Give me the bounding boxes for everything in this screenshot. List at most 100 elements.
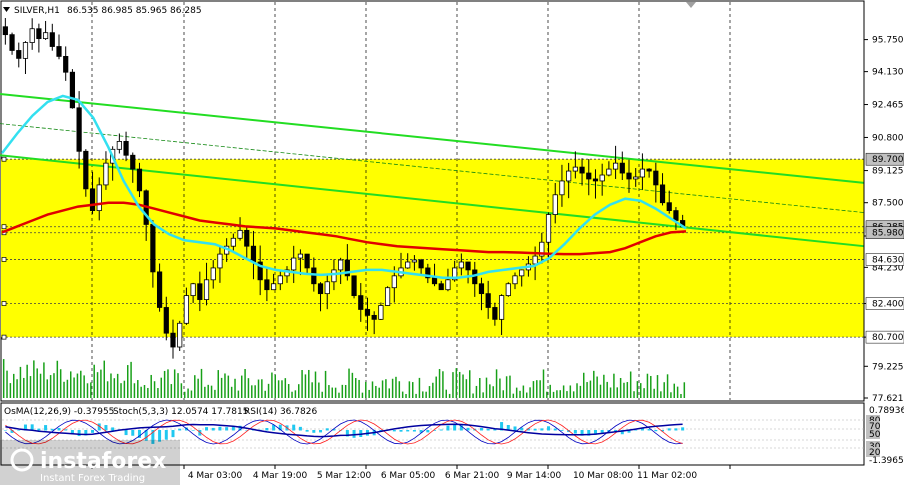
level-price-box bbox=[865, 297, 904, 310]
candle-body bbox=[666, 202, 672, 212]
osma-bar bbox=[433, 430, 437, 431]
osma-bar bbox=[91, 430, 95, 433]
candle-body bbox=[29, 28, 35, 43]
candle-body bbox=[384, 287, 391, 306]
candle-body bbox=[63, 56, 69, 73]
price-tick-label: 95.750 bbox=[872, 36, 904, 46]
osma-bar bbox=[151, 430, 155, 444]
osma-bar bbox=[667, 428, 671, 431]
candle-body bbox=[659, 184, 666, 204]
osma-bar bbox=[158, 430, 162, 442]
rsi-label: RSI(14) 36.7826 bbox=[244, 407, 317, 417]
osma-bar bbox=[198, 430, 202, 436]
price-tick-label: 94.130 bbox=[872, 68, 904, 78]
candle-body bbox=[646, 168, 652, 172]
candle-body bbox=[371, 314, 377, 320]
candle-body bbox=[425, 267, 431, 279]
level-anchor bbox=[1, 301, 7, 306]
candles bbox=[2, 18, 686, 359]
osma-bar bbox=[661, 430, 665, 432]
candle-body bbox=[277, 275, 283, 285]
candle-body bbox=[264, 279, 270, 291]
osma-bar bbox=[540, 428, 544, 431]
candle-body bbox=[170, 332, 176, 348]
osma-bar bbox=[231, 426, 235, 431]
candle-body bbox=[123, 141, 129, 156]
candle-body bbox=[56, 46, 62, 57]
price-tick-label: 84.230 bbox=[872, 263, 904, 273]
candle-body bbox=[505, 283, 511, 297]
candle-body bbox=[297, 253, 304, 259]
candle-body bbox=[183, 295, 190, 324]
osma-bar bbox=[392, 430, 396, 432]
candle-body bbox=[317, 283, 324, 295]
level-anchor bbox=[1, 156, 7, 162]
candle-body bbox=[626, 172, 632, 180]
candle-body bbox=[418, 259, 424, 269]
osma-bar bbox=[513, 426, 517, 431]
time-tick-label: 5 Mar 12:00 bbox=[317, 471, 372, 481]
scroll-marker-icon bbox=[686, 2, 696, 8]
time-tick-label: 6 Mar 05:00 bbox=[381, 471, 436, 481]
price-tick-label: 90.800 bbox=[872, 133, 904, 143]
osma-bar bbox=[426, 430, 430, 433]
stoch-signal-line bbox=[5, 419, 683, 445]
candle-body bbox=[566, 170, 572, 182]
panel-tick-label: 20 bbox=[869, 448, 881, 458]
trend-line-dashed bbox=[0, 123, 865, 213]
candle-body bbox=[639, 168, 646, 178]
osma-bar bbox=[681, 427, 685, 431]
osma-bar bbox=[171, 430, 175, 438]
osma-bar bbox=[298, 426, 302, 431]
candle-body bbox=[2, 26, 8, 36]
osma-bar bbox=[23, 424, 27, 431]
osma-bar bbox=[640, 427, 644, 431]
candle-body bbox=[592, 178, 599, 182]
candle-body bbox=[136, 168, 143, 192]
candle-body bbox=[250, 245, 257, 263]
osma-bar bbox=[278, 424, 282, 431]
osma-bar bbox=[614, 430, 618, 432]
time-tick-label: 9 Mar 14:00 bbox=[507, 471, 562, 481]
time-tick-label: 4 Mar 03:00 bbox=[188, 471, 243, 481]
osma-bar bbox=[164, 430, 168, 440]
osma-bar bbox=[506, 424, 510, 431]
osma-bar bbox=[225, 427, 229, 431]
collapse-triangle-icon[interactable] bbox=[3, 7, 10, 12]
level-price-label: 85.980 bbox=[872, 229, 904, 239]
brand-logo: instaforex Instant Forex Trading bbox=[0, 440, 180, 485]
osma-bar bbox=[654, 430, 658, 432]
candle-body bbox=[378, 305, 384, 320]
time-tick-label: 6 Mar 21:00 bbox=[445, 471, 500, 481]
osma-bar bbox=[345, 430, 349, 437]
level-price-box bbox=[865, 253, 904, 266]
osma-bar bbox=[466, 427, 470, 431]
panel-tick-label: 0.78936 bbox=[869, 406, 904, 416]
candle-body bbox=[431, 277, 438, 285]
osma-bar bbox=[325, 428, 329, 431]
osma-bar bbox=[312, 430, 316, 433]
moving-average-cyan bbox=[1, 94, 687, 280]
osma-bar bbox=[573, 430, 577, 434]
osma-bar bbox=[292, 424, 296, 431]
osma-bar bbox=[178, 428, 182, 431]
candle-body bbox=[116, 141, 122, 150]
logo-tagline: Instant Forex Trading bbox=[40, 473, 145, 484]
osma-bar bbox=[547, 426, 551, 431]
osma-bar bbox=[580, 430, 584, 436]
trend-line bbox=[0, 154, 865, 248]
candle-body bbox=[485, 293, 491, 308]
time-tick-label: 11 Mar 02:00 bbox=[637, 471, 697, 481]
osma-bar bbox=[533, 428, 537, 431]
osma-bar bbox=[191, 430, 195, 431]
candle-body bbox=[673, 210, 679, 221]
osma-bar bbox=[493, 428, 497, 431]
level-anchor bbox=[1, 257, 7, 262]
candle-body bbox=[411, 259, 418, 263]
panel-tick-label: -1.39651 bbox=[869, 456, 904, 466]
candle-body bbox=[89, 188, 96, 212]
candle-body bbox=[311, 267, 317, 285]
osma-bar bbox=[144, 430, 148, 441]
moving-average-red bbox=[1, 201, 687, 256]
